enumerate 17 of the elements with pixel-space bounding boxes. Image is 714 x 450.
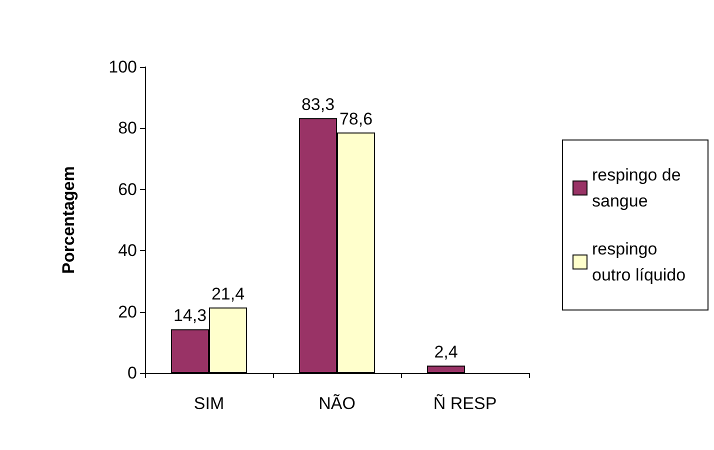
- y-tick-label: 100: [108, 58, 137, 76]
- legend-label: respingo de sangue: [592, 166, 686, 210]
- x-tick-label: Ñ RESP: [433, 394, 497, 413]
- data-label: 14,3: [173, 306, 207, 326]
- legend-label: respingo outro líquido: [592, 240, 686, 284]
- x-tick-label: SIM: [194, 394, 224, 413]
- x-tick-label: NÃO: [318, 394, 356, 413]
- y-tick-label: 40: [118, 241, 137, 260]
- y-tick-label: 60: [118, 180, 137, 199]
- data-label: 21,4: [211, 284, 245, 304]
- y-tick-label: 0: [128, 364, 137, 382]
- y-tick-label: 20: [118, 302, 137, 322]
- data-label: 83,3: [301, 95, 335, 114]
- y-tick-label: 80: [118, 118, 137, 138]
- data-label: 78,6: [339, 109, 373, 128]
- data-label: 2,4: [434, 342, 458, 362]
- y-axis-title: Porcentagem: [59, 166, 78, 274]
